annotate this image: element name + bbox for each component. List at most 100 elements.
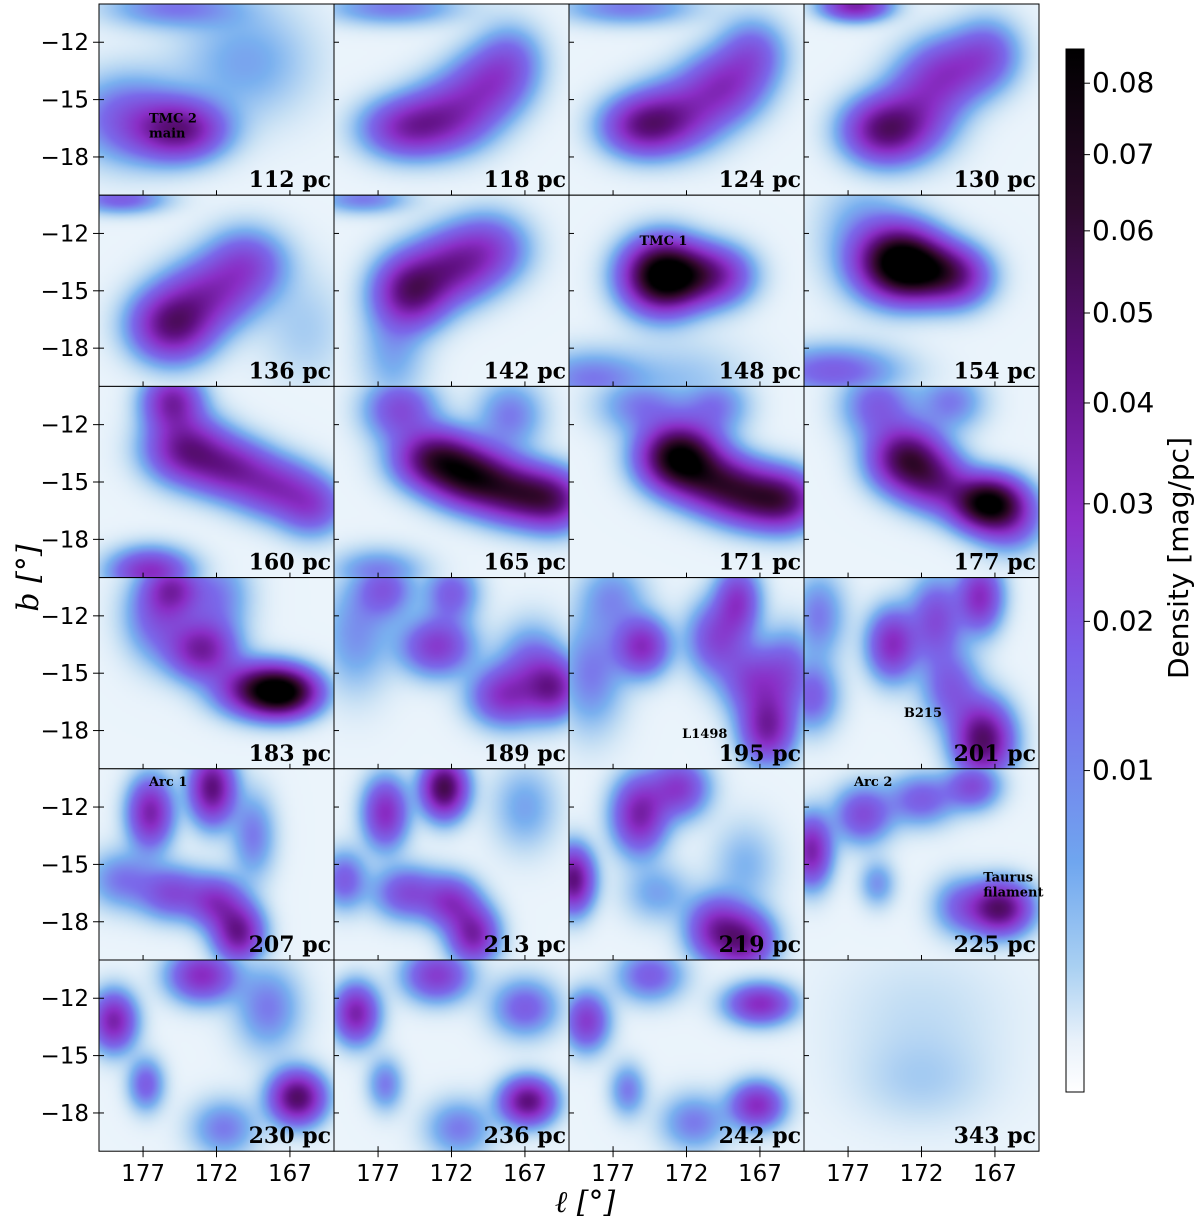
- annotation-label: TMC 2 main: [149, 112, 197, 142]
- y-axis: −12 −15 −18 −12 −15 −18 −12 −15 −18 −12 −15 −18 −12 −…: [40, 30, 99, 1127]
- y-tick-label: −15: [40, 1044, 89, 1070]
- density-map: [99, 195, 334, 387]
- panel-grid: 112 pc TMC 2 main 118 pc 124 pc 130 pc 136 pc 1…: [98, 3, 1043, 1152]
- x-axis-label: ℓ [°]: [555, 1185, 616, 1220]
- panel: 236 pc: [333, 959, 570, 1152]
- y-tick-label: −12: [40, 604, 89, 630]
- panel: 118 pc: [333, 3, 570, 196]
- density-map: [334, 386, 569, 578]
- panel: 165 pc: [333, 385, 570, 579]
- annotation-line: filament: [983, 886, 1043, 901]
- annotation-label: L1498: [682, 727, 727, 742]
- distance-label: 242 pc: [719, 1123, 801, 1149]
- distance-label: 154 pc: [954, 358, 1036, 384]
- panel: 242 pc: [568, 959, 805, 1152]
- y-tick-label: −18: [40, 527, 89, 553]
- x-tick-label: 177: [121, 1161, 165, 1187]
- density-map: [569, 195, 804, 387]
- annotation-label: Taurus filament: [983, 871, 1043, 901]
- y-axis-label: b [°]: [11, 544, 46, 611]
- x-tick-label: 172: [195, 1161, 239, 1187]
- density-map: [804, 960, 1039, 1152]
- x-tick-label: 177: [826, 1161, 870, 1187]
- distance-label: 171 pc: [719, 550, 801, 576]
- colorbar-tick-label: 0.01: [1092, 754, 1154, 787]
- density-map: [334, 195, 569, 387]
- colorbar-tick-label: 0.08: [1092, 66, 1154, 99]
- distance-label: 195 pc: [719, 741, 801, 767]
- colorbar: 0.01 0.02 0.03 0.04 0.05 0.06 0.07 0.08 Density…: [1065, 48, 1195, 1093]
- panel: 201 pc B215: [803, 577, 1040, 770]
- distance-label: 343 pc: [954, 1123, 1036, 1149]
- density-map: [334, 577, 569, 769]
- y-tick-label: −18: [40, 1101, 89, 1127]
- y-tick-label: −18: [40, 719, 89, 745]
- y-tick-label: −15: [40, 470, 89, 496]
- distance-label: 225 pc: [954, 932, 1036, 958]
- x-tick-label: 172: [430, 1161, 474, 1187]
- density-map: [99, 768, 334, 960]
- colorbar-tick-label: 0.05: [1092, 296, 1154, 329]
- panel: 148 pc TMC 1: [568, 194, 805, 387]
- annotation-line: TMC 1: [640, 234, 688, 249]
- density-map: [569, 386, 804, 578]
- x-tick-label: 172: [900, 1161, 944, 1187]
- density-map: [569, 577, 804, 769]
- density-map: [99, 4, 334, 196]
- colorbar-tick-label: 0.07: [1092, 138, 1154, 171]
- density-map: [569, 960, 804, 1152]
- annotation-line: main: [149, 127, 186, 142]
- panel: 130 pc: [803, 3, 1040, 196]
- colorbar-tick-label: 0.03: [1092, 487, 1154, 520]
- panel: 183 pc: [98, 577, 335, 770]
- annotation-label: B215: [904, 706, 942, 721]
- y-tick-label: −15: [40, 279, 89, 305]
- distance-label: 201 pc: [954, 741, 1036, 767]
- annotation-label: Arc 1: [148, 775, 187, 790]
- panel: 124 pc: [568, 3, 805, 196]
- distance-label: 142 pc: [484, 358, 566, 384]
- x-tick-label: 172: [665, 1161, 709, 1187]
- panel: 160 pc: [98, 385, 335, 579]
- panel: 136 pc: [98, 194, 335, 387]
- density-map: [804, 386, 1039, 578]
- x-tick-label: 167: [738, 1161, 782, 1187]
- annotation-line: B215: [904, 706, 942, 721]
- panel: 154 pc: [803, 194, 1040, 387]
- panel: 219 pc: [568, 768, 805, 961]
- y-tick-label: −12: [40, 221, 89, 247]
- distance-label: 213 pc: [484, 932, 566, 958]
- density-map: [99, 386, 334, 578]
- density-map: [804, 768, 1039, 960]
- annotation-label: TMC 1: [640, 234, 688, 249]
- distance-label: 136 pc: [249, 358, 331, 384]
- distance-label: 189 pc: [484, 741, 566, 767]
- x-tick-label: 167: [973, 1161, 1017, 1187]
- y-tick-label: −18: [40, 910, 89, 936]
- y-tick-label: −15: [40, 661, 89, 687]
- panel: 189 pc: [333, 577, 570, 770]
- distance-label: 124 pc: [719, 167, 801, 193]
- distance-label: 118 pc: [484, 167, 566, 193]
- x-tick-label: 177: [356, 1161, 400, 1187]
- distance-label: 160 pc: [249, 550, 331, 576]
- panel: 171 pc: [568, 385, 805, 579]
- density-map: [804, 195, 1039, 387]
- distance-label: 112 pc: [249, 167, 331, 193]
- annotation-line: L1498: [682, 727, 727, 742]
- panel: 177 pc: [803, 385, 1040, 579]
- distance-label: 148 pc: [719, 358, 801, 384]
- y-tick-label: −18: [40, 145, 89, 171]
- density-map: [569, 4, 804, 196]
- x-tick-label: 177: [591, 1161, 635, 1187]
- panel: 343 pc: [803, 959, 1040, 1152]
- distance-label: 230 pc: [249, 1123, 331, 1149]
- panel: 213 pc: [333, 768, 570, 961]
- distance-label: 177 pc: [954, 550, 1036, 576]
- x-axis: 177 172 167 177 172 167 177 172 167 177 172 167: [121, 1151, 1017, 1187]
- colorbar-ticks: 0.01 0.02 0.03 0.04 0.05 0.06 0.07 0.08: [1084, 66, 1154, 787]
- y-tick-label: −12: [40, 413, 89, 439]
- y-tick-label: −12: [40, 795, 89, 821]
